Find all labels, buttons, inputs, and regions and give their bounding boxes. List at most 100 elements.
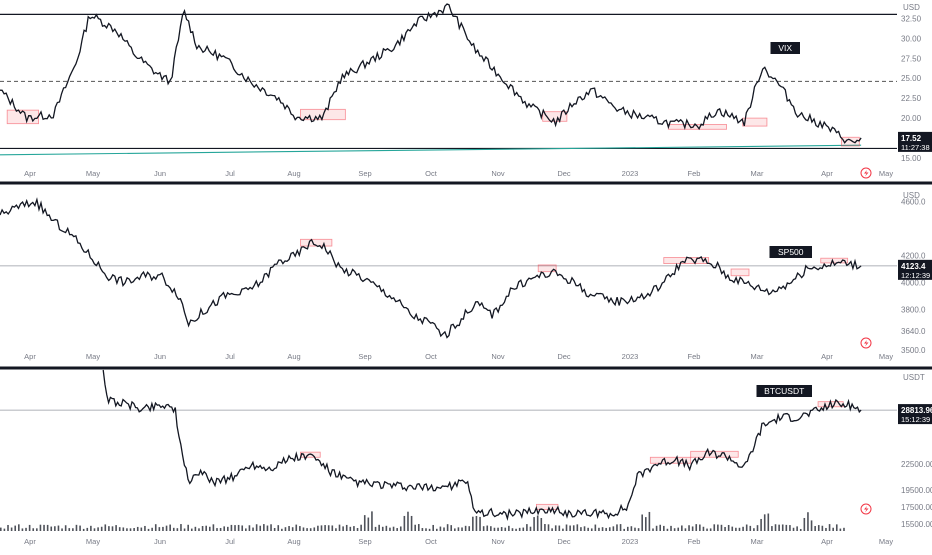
- volume-bar: [212, 524, 215, 531]
- volume-bar: [472, 516, 474, 531]
- volume-bar: [371, 511, 373, 531]
- volume-bar: [36, 528, 38, 531]
- volume-bar: [558, 525, 561, 531]
- volume-bar: [706, 528, 708, 531]
- volume-bar: [540, 518, 543, 531]
- volume-bar: [399, 526, 402, 531]
- volume-bar: [118, 527, 121, 531]
- y-tick-label: 22.50: [901, 94, 922, 103]
- volume-bar: [742, 526, 744, 531]
- volume-bar: [508, 525, 510, 531]
- volume-bar: [82, 528, 85, 531]
- volume-bar: [735, 527, 737, 531]
- volume-bar: [616, 524, 618, 531]
- volume-bar: [345, 524, 348, 531]
- volume-bar: [270, 524, 272, 531]
- volume-bar: [190, 528, 193, 531]
- volume-bar: [522, 527, 525, 531]
- volume-bar: [205, 525, 207, 531]
- y-tick-label: 32.50: [901, 14, 922, 23]
- volume-bar: [454, 528, 456, 531]
- volume-bar: [198, 528, 200, 531]
- price-line: [102, 369, 862, 521]
- volume-bar: [587, 527, 589, 531]
- volume-bar: [821, 525, 824, 531]
- volume-bar: [410, 515, 413, 531]
- volume-bar: [54, 526, 56, 531]
- y-tick-label: 19500.00: [901, 486, 932, 495]
- x-tick-label: 2023: [622, 169, 639, 178]
- volume-bar: [817, 525, 820, 531]
- x-tick-label: Feb: [688, 352, 701, 361]
- volume-bar: [111, 526, 114, 531]
- volume-bar: [392, 526, 395, 531]
- volume-bar: [486, 525, 489, 531]
- volume-bar: [194, 526, 197, 531]
- volume-bar: [457, 527, 460, 531]
- lightning-icon[interactable]: [860, 167, 872, 179]
- x-tick-label: 2023: [622, 352, 639, 361]
- y-tick-label: 27.50: [901, 54, 922, 63]
- volume-bar: [227, 526, 229, 531]
- last-price-label: 4123.4: [901, 262, 926, 271]
- volume-bar: [623, 528, 625, 531]
- volume-bar: [688, 525, 690, 531]
- x-tick-label: Feb: [688, 537, 701, 546]
- volume-bar: [482, 526, 485, 531]
- volume-bar: [580, 527, 582, 531]
- volume-bar: [299, 526, 301, 531]
- volume-bar: [306, 528, 308, 531]
- x-tick-label: May: [86, 537, 100, 546]
- volume-bar: [338, 524, 341, 531]
- volume-bar: [389, 527, 391, 531]
- volume-bar: [302, 527, 305, 531]
- volume-bar: [25, 527, 27, 531]
- volume-bar: [90, 525, 92, 531]
- volume-bar: [266, 525, 269, 531]
- y-tick-label: 3800.0: [901, 306, 926, 315]
- volume-bar: [108, 526, 110, 531]
- last-price-box: [898, 259, 932, 280]
- volume-bar: [3, 528, 6, 531]
- volume-bar: [79, 525, 81, 531]
- volume-bar: [7, 524, 9, 531]
- lightning-icon[interactable]: [860, 503, 872, 515]
- volume-bar: [724, 527, 726, 531]
- x-tick-label: Nov: [491, 352, 505, 361]
- volume-bar: [295, 524, 298, 531]
- volume-bar: [43, 524, 45, 531]
- volume-bar: [731, 526, 734, 531]
- volume-bar: [216, 528, 218, 531]
- volume-bar: [374, 526, 377, 531]
- volume-bar: [572, 525, 575, 531]
- last-time-label: 11:27:38: [901, 143, 930, 152]
- volume-bar: [756, 525, 759, 531]
- x-tick-label: Apr: [24, 537, 36, 546]
- x-tick-label: Nov: [491, 169, 505, 178]
- volume-bar: [385, 525, 388, 531]
- volume-bar: [180, 524, 182, 531]
- x-tick-label: Apr: [821, 537, 833, 546]
- volume-bar: [252, 527, 254, 531]
- volume-bar: [349, 526, 352, 531]
- volume-bar: [504, 527, 507, 531]
- x-tick-label: Jul: [225, 169, 235, 178]
- volume-bar: [699, 524, 701, 531]
- x-tick-label: Apr: [24, 169, 36, 178]
- volume-bar: [659, 524, 662, 531]
- volume-bar: [644, 517, 647, 531]
- lightning-icon[interactable]: [860, 337, 872, 349]
- volume-bar: [598, 527, 600, 531]
- volume-bar: [367, 517, 370, 531]
- volume-bar: [810, 520, 813, 531]
- volume-bar: [774, 524, 777, 531]
- volume-bar: [803, 517, 806, 531]
- volume-bar: [324, 525, 326, 531]
- x-tick-label: Sep: [358, 352, 371, 361]
- volume-bar: [432, 524, 434, 531]
- x-tick-label: Oct: [425, 537, 438, 546]
- volume-bar: [450, 525, 453, 531]
- volume-bar: [745, 524, 748, 531]
- volume-bar: [126, 528, 128, 531]
- volume-bar: [626, 526, 629, 531]
